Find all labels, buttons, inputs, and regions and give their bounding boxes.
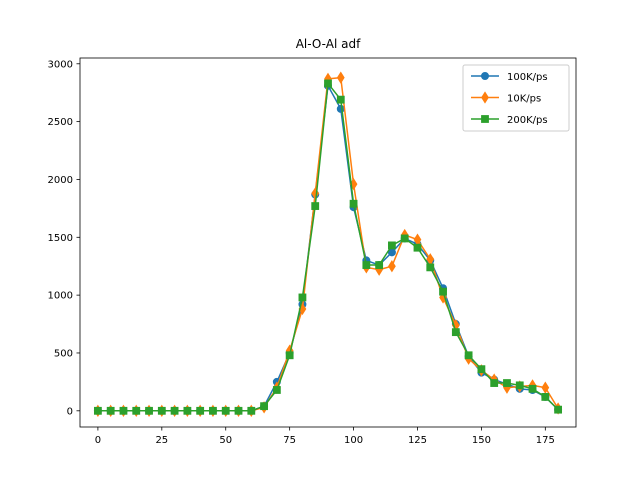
data-point [503, 379, 511, 387]
x-tick-label: 75 [283, 435, 296, 446]
data-point [324, 79, 332, 88]
data-point [260, 402, 268, 411]
chart-title: Al-O-Al adf [296, 37, 361, 51]
y-tick-label: 500 [54, 349, 73, 360]
data-point [106, 406, 115, 415]
x-tick-label: 175 [536, 435, 555, 446]
legend-marker [481, 91, 489, 104]
x-tick-label: 125 [408, 435, 427, 446]
data-point [272, 386, 281, 394]
data-point [336, 95, 345, 104]
x-tick-label: 0 [95, 435, 101, 446]
x-tick-label: 150 [472, 435, 491, 446]
y-tick-label: 2000 [48, 175, 73, 186]
legend-label: 200K/ps [507, 115, 548, 126]
y-tick-label: 1000 [48, 291, 73, 302]
data-point [451, 328, 460, 337]
data-point [119, 406, 128, 415]
data-point [490, 379, 499, 387]
data-point [221, 406, 230, 415]
legend-marker [481, 115, 489, 123]
data-point [209, 406, 217, 415]
data-point [400, 234, 409, 243]
y-tick-label: 3000 [48, 59, 73, 70]
data-point [336, 71, 345, 84]
data-point [515, 381, 524, 390]
data-point [464, 351, 473, 360]
data-point [132, 406, 141, 415]
data-point [93, 406, 102, 415]
data-point [311, 202, 320, 210]
data-point [298, 293, 307, 302]
data-point [285, 351, 294, 360]
data-point [439, 287, 447, 296]
legend: 100K/ps 10K/ps 200K/ps [462, 64, 570, 132]
data-point [362, 261, 371, 269]
data-point [541, 393, 550, 401]
data-point [528, 384, 537, 393]
legend-marker [480, 72, 489, 81]
data-point [145, 406, 153, 415]
legend-label: 10K/ps [507, 94, 541, 105]
data-point [426, 263, 435, 272]
data-point [183, 406, 192, 415]
data-point [170, 406, 179, 415]
data-point [388, 260, 396, 273]
y-tick-label: 2500 [48, 117, 73, 128]
plot-area: 0 25 50 75 100 125 150 175 0 500 1000 1500 2000 2500 3… [48, 57, 577, 446]
data-point [375, 261, 384, 269]
data-point [196, 406, 205, 415]
legend-box [462, 64, 570, 132]
data-point [477, 365, 486, 374]
series-200k-ps [93, 79, 563, 415]
legend-label: 100K/ps [507, 72, 548, 83]
data-point [413, 243, 422, 252]
x-tick-label: 100 [344, 435, 363, 446]
data-point [388, 241, 396, 250]
data-point [234, 406, 243, 415]
x-tick-label: 25 [155, 435, 168, 446]
data-point [554, 405, 563, 414]
data-point [247, 406, 256, 415]
y-tick-label: 1500 [48, 233, 73, 244]
data-point [336, 104, 345, 113]
data-point [349, 199, 358, 208]
x-tick-label: 50 [219, 435, 232, 446]
y-tick-label: 0 [67, 406, 73, 417]
data-point [157, 406, 166, 415]
plot-frame [79, 57, 577, 428]
